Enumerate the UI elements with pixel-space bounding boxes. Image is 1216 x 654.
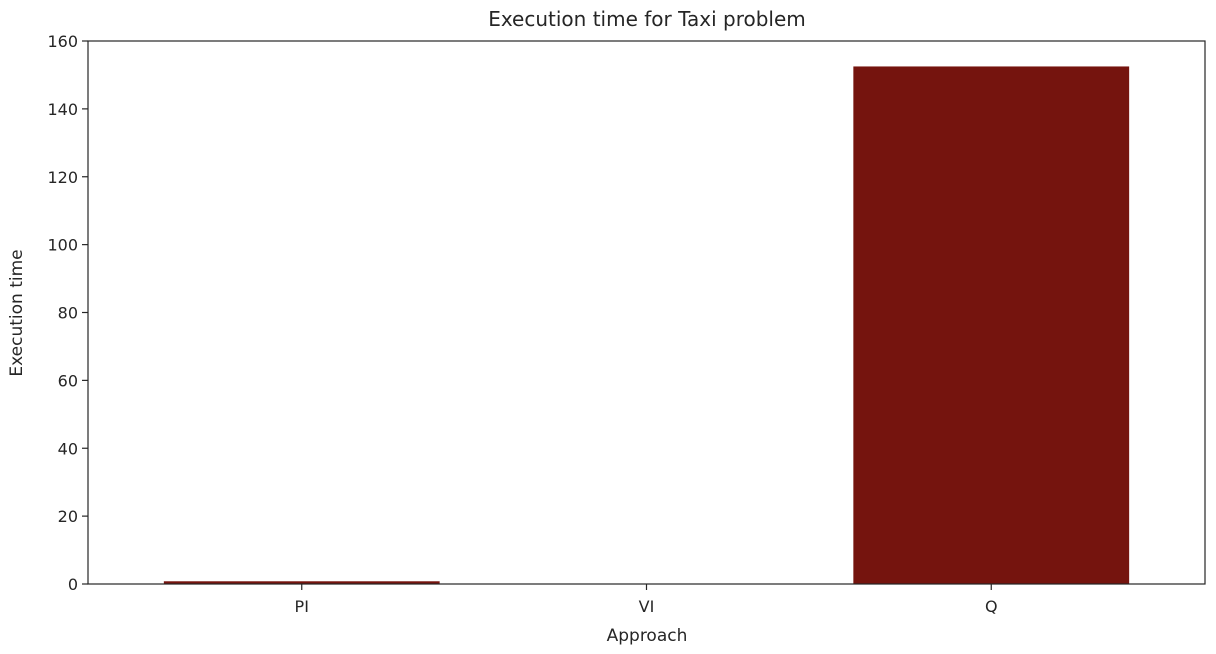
x-tick-label: Q xyxy=(985,597,998,616)
y-tick-label: 20 xyxy=(58,507,78,526)
plot-area: 0 20 40 60 80 100 120 140 160 PI VI Q xyxy=(47,32,1206,616)
y-tick-label: 140 xyxy=(47,100,78,119)
bar-pi xyxy=(163,581,440,584)
y-tick-label: 80 xyxy=(58,304,78,323)
x-tick-label: PI xyxy=(295,597,309,616)
y-tick-label: 40 xyxy=(58,439,78,458)
y-tick-label: 60 xyxy=(58,371,78,390)
y-tick-label: 0 xyxy=(68,575,78,594)
y-tick-label: 160 xyxy=(47,32,78,51)
y-axis-title: Execution time xyxy=(7,249,27,376)
y-tick-label: 100 xyxy=(47,236,78,255)
x-axis-title: Approach xyxy=(607,626,688,646)
y-tick-label: 120 xyxy=(47,168,78,187)
x-tick-label: VI xyxy=(639,597,655,616)
chart-title: Execution time for Taxi problem xyxy=(488,7,806,31)
bar-q xyxy=(853,66,1130,584)
